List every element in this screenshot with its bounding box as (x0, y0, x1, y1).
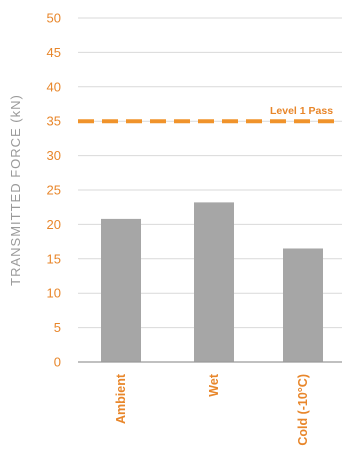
y-tick-label: 5 (54, 320, 61, 335)
bars (101, 202, 323, 362)
y-tick-label: 30 (47, 148, 61, 163)
category-labels: Ambient Wet Cold (-10°C) (114, 373, 310, 446)
y-tick-labels: 0 5 10 15 20 25 30 35 40 45 50 (47, 11, 61, 370)
level-1-pass-annotation: Level 1 Pass (78, 105, 342, 124)
y-axis-label: TRANSMITTED FORCE (kN) (8, 94, 23, 286)
y-tick-label: 40 (47, 79, 61, 94)
bar (194, 202, 234, 362)
y-tick-label: 20 (47, 217, 61, 232)
category-label: Ambient (114, 373, 128, 424)
y-tick-label: 35 (47, 114, 61, 129)
bar (101, 218, 141, 362)
bar (283, 248, 323, 362)
level-1-pass-label: Level 1 Pass (270, 105, 333, 117)
y-tick-label: 0 (54, 355, 61, 370)
category-label: Cold (-10°C) (296, 374, 310, 446)
y-tick-label: 15 (47, 251, 61, 266)
y-tick-label: 50 (47, 11, 61, 26)
y-tick-label: 25 (47, 183, 61, 198)
y-tick-label: 10 (47, 286, 61, 301)
y-tick-label: 45 (47, 45, 61, 60)
category-label: Wet (207, 373, 221, 397)
